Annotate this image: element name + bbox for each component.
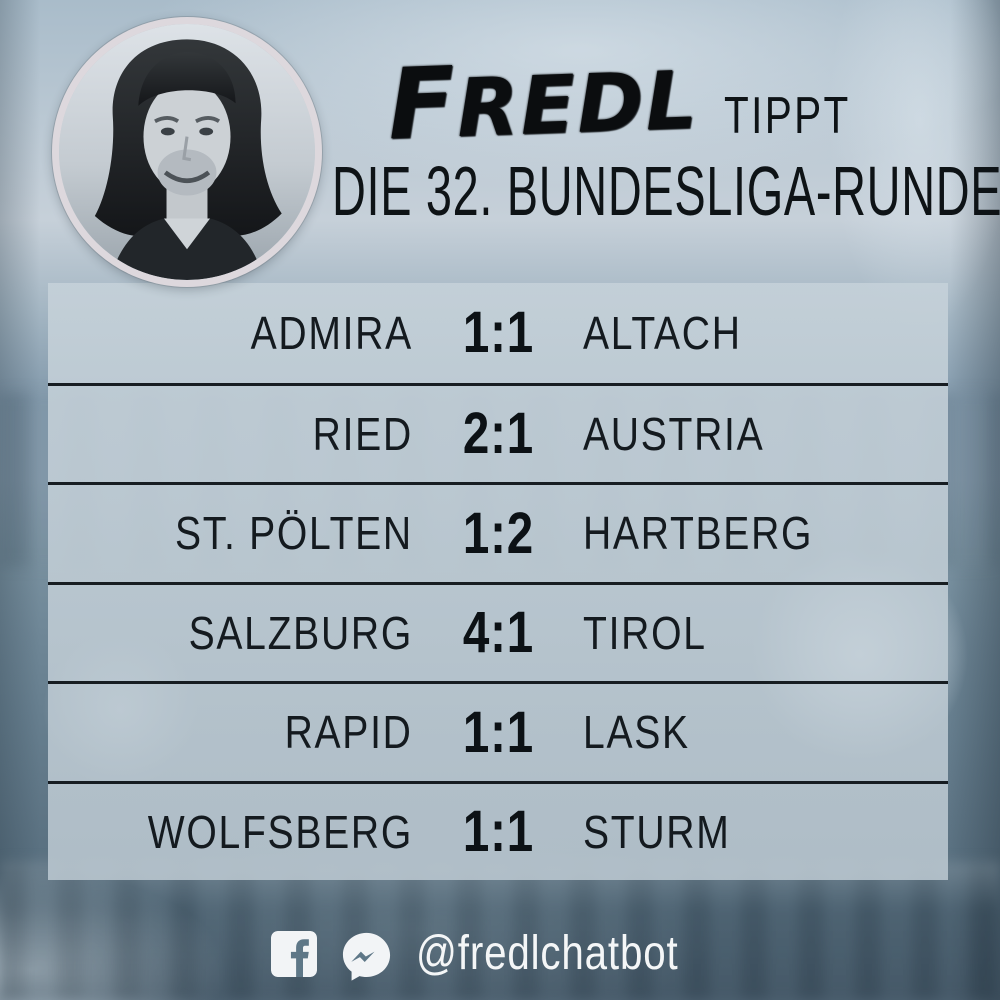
away-team-cell: LASK — [583, 705, 948, 759]
page-subtitle: DIE 32. BUNDESLIGA-RUNDE — [332, 152, 1000, 230]
score-cell: 1:1 — [413, 299, 583, 366]
social-handle: @fredlchatbot — [416, 927, 679, 980]
brand-wordmark: FREDL — [386, 46, 701, 163]
home-team-cell: SALZBURG — [48, 606, 413, 660]
away-team-cell: STURM — [583, 805, 948, 859]
away-team-label: AUSTRIA — [583, 407, 765, 460]
score-cell: 4:1 — [413, 599, 583, 666]
home-team-cell: RAPID — [48, 705, 413, 759]
facebook-icon — [271, 931, 318, 977]
footer: @fredlchatbot — [0, 922, 1000, 986]
score-value: 1:1 — [462, 699, 534, 765]
score-cell: 1:1 — [413, 699, 583, 766]
avatar — [52, 17, 322, 287]
table-row: SALZBURG 4:1 TIROL — [48, 581, 948, 682]
away-team-label: LASK — [583, 706, 690, 759]
avatar-photo — [59, 24, 315, 280]
away-team-label: STURM — [583, 805, 731, 858]
away-team-cell: ALTACH — [583, 306, 948, 360]
home-team-label: RAPID — [284, 706, 413, 759]
score-value: 1:2 — [462, 500, 534, 566]
away-team-label: ALTACH — [583, 306, 742, 359]
table-row: WOLFSBERG 1:1 STURM — [48, 780, 948, 881]
messenger-icon — [343, 932, 391, 981]
away-team-label: HARTBERG — [583, 507, 814, 560]
away-team-cell: HARTBERG — [583, 506, 948, 560]
home-team-label: ST. PÖLTEN — [175, 507, 413, 560]
predictions-table: ADMIRA 1:1 ALTACH RIED 2:1 AUSTRIA ST. P… — [48, 283, 948, 880]
home-team-cell: WOLFSBERG — [48, 805, 413, 859]
home-team-cell: ST. PÖLTEN — [48, 506, 413, 560]
score-value: 1:1 — [462, 300, 534, 366]
score-cell: 2:1 — [413, 400, 583, 467]
title: FREDL TIPPT — [386, 46, 887, 162]
score-value: 4:1 — [462, 600, 534, 666]
home-team-label: RIED — [312, 407, 413, 460]
score-value: 1:1 — [462, 799, 534, 865]
table-row: ST. PÖLTEN 1:2 HARTBERG — [48, 482, 948, 582]
home-team-label: WOLFSBERG — [147, 805, 413, 858]
table-row: RIED 2:1 AUSTRIA — [48, 382, 948, 483]
home-team-label: ADMIRA — [250, 306, 413, 359]
away-team-cell: AUSTRIA — [583, 407, 948, 461]
away-team-label: TIROL — [583, 606, 707, 659]
home-team-cell: ADMIRA — [48, 306, 413, 360]
home-team-cell: RIED — [48, 407, 413, 461]
table-row: RAPID 1:1 LASK — [48, 681, 948, 781]
score-value: 2:1 — [462, 401, 534, 467]
score-cell: 1:1 — [413, 798, 583, 865]
score-cell: 1:2 — [413, 500, 583, 567]
table-row: ADMIRA 1:1 ALTACH — [48, 283, 948, 383]
away-team-cell: TIROL — [583, 606, 948, 660]
home-team-label: SALZBURG — [188, 606, 413, 659]
brand-suffix: TIPPT — [724, 87, 851, 145]
stadium-crowd-blur — [0, 862, 1000, 1000]
